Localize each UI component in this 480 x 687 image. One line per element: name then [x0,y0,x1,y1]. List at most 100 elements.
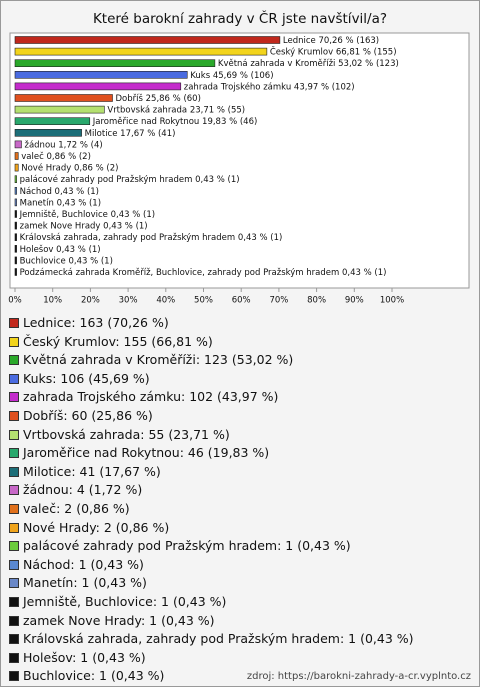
bar-category: Jaroměřice nad Rokytnou [92,117,200,127]
legend-item: Náchod: 1 (0,43 %) [9,556,449,575]
legend-item: Květná zahrada v Kroměříži: 123 (53,02 %… [9,351,449,370]
bar [14,71,188,79]
legend-swatch [9,615,19,626]
value-label: 19,83 % (46) [202,117,257,127]
bar [14,268,17,276]
legend-label: valeč: 2 (0,86 %) [23,500,130,516]
legend-swatch [9,355,19,366]
bar-category: Buchlovice [20,256,66,266]
bar [14,129,82,137]
bar-label: Milotice 17,67 % (41) [85,128,176,138]
bar-category: Holešov [20,243,54,254]
legend-label: Holešov: 1 (0,43 %) [23,649,146,665]
x-tick-label: 0% [8,296,22,306]
legend-swatch [9,485,19,496]
bar-category: Jemniště, Buchlovice [19,209,108,220]
legend-label: zamek Nove Hrady: 1 (0,43 %) [23,612,215,628]
legend-item: zamek Nove Hrady: 1 (0,43 %) [9,612,449,631]
bar-label: Podzámecká zahrada Kroměříž, Buchlovice,… [20,268,387,278]
legend-swatch [9,634,19,645]
legend-label: Jaroměřice nad Rokytnou: 46 (19,83 %) [23,445,270,461]
bar-category: Královská zahrada, zahrady pod Pražským … [20,233,236,243]
value-label: 70,26 % (163) [318,36,379,46]
legend-item: žádnou: 4 (1,72 %) [9,481,449,500]
legend-item: Holešov: 1 (0,43 %) [9,649,449,668]
bar-label: Manetín 0,43 % (1) [20,198,101,208]
bar-category: Nové Hrady [21,162,71,173]
bar-label: Jaroměřice nad Rokytnou 19,83 % (46) [92,117,258,127]
x-tick-label: 100% [380,296,404,306]
legend-item: Vrtbovská zahrada: 55 (23,71 %) [9,426,449,445]
bar-label: Lednice 70,26 % (163) [283,36,379,46]
x-tick-label: 80% [307,296,326,306]
legend-label: žádnou: 4 (1,72 %) [23,482,143,498]
value-label: 0,86 % (2) [46,152,90,162]
bar-category: valeč [21,151,44,162]
bar-label: Buchlovice 0,43 % (1) [20,256,113,266]
legend-item: palácové zahrady pod Pražským hradem: 1 … [9,537,449,556]
legend-label: Lednice: 163 (70,26 %) [23,315,169,330]
bar-category: Dobříš [115,93,143,104]
value-label: 0,43 % (1) [195,175,239,185]
bar [14,140,22,149]
bar-label: Dobříš 25,86 % (60) [115,93,200,104]
legend-label: Milotice: 41 (17,67 %) [23,463,161,479]
value-label: 0,43 % (1) [111,210,155,220]
bar-category: Manetín [20,198,54,208]
value-label: 0,86 % (2) [74,163,118,173]
legend-label: Český Krumlov: 155 (66,81 %) [23,333,213,349]
legend-item: Kuks: 106 (45,69 %) [9,370,449,389]
legend-swatch [9,466,19,477]
legend-swatch [9,448,19,459]
legend-item: Nové Hrady: 2 (0,86 %) [9,519,449,538]
bar-category: Lednice [283,36,316,46]
legend-label: Kuks: 106 (45,69 %) [23,370,150,386]
legend-item: zahrada Trojského zámku: 102 (43,97 %) [9,388,449,407]
legend-label: Buchlovice: 1 (0,43 %) [23,668,165,684]
bar [14,105,105,114]
legend-swatch [9,318,19,328]
bar [14,117,91,125]
legend-swatch [9,596,19,607]
chart-title: Které barokní zahrady v ČR jste navštívi… [93,9,387,27]
bar-label: palácové zahrady pod Pražským hradem 0,4… [20,174,240,185]
legend-swatch [9,559,19,570]
legend-item: Český Krumlov: 155 (66,81 %) [9,333,449,352]
bar-category: zamek Nove Hrady [20,221,101,231]
bar [14,47,268,56]
legend-item: Královská zahrada, zahrady pod Pražským … [9,630,449,649]
legend-label: Jemniště, Buchlovice: 1 (0,43 %) [23,593,227,609]
x-tick-label: 60% [232,296,251,306]
bar [14,256,17,265]
bar [14,198,17,207]
value-label: 1,72 % (4) [58,140,102,150]
value-label: 0,43 % (1) [103,221,147,231]
source: zdroj: https://barokni-zahrady-a-cr.vypl… [246,671,471,682]
legend-swatch [9,578,19,589]
value-label: 45,69 % (106) [213,70,274,80]
bar-category: Podzámecká zahrada Kroměříž, Buchlovice,… [20,268,340,278]
bar-label: zamek Nove Hrady 0,43 % (1) [20,221,148,231]
value-label: 0,43 % (1) [55,186,99,196]
value-label: 25,86 % (60) [146,94,201,104]
legend-label: palácové zahrady pod Pražským hradem: 1 … [23,538,351,554]
legend-item: valeč: 2 (0,86 %) [9,500,449,519]
bar [14,152,19,160]
legend-item: Lednice: 163 (70,26 %) [9,314,449,333]
bar-category: Květná zahrada v Kroměříži [218,59,336,69]
bar [14,233,17,241]
bar-category: palácové zahrady pod Pražským hradem [20,174,193,185]
bar-category: Milotice [85,128,118,138]
bar-label: Kuks 45,69 % (106) [190,70,273,80]
legend-swatch [9,503,19,514]
bar-label: Vrtbovská zahrada 23,71 % (55) [107,105,245,115]
bar [14,187,17,195]
bar [14,175,17,183]
legend-label: Vrtbovská zahrada: 55 (23,71 %) [23,426,230,442]
bar [14,210,17,218]
legend-label: Dobříš: 60 (25,86 %) [23,407,153,423]
bar-label: Královská zahrada, zahrady pod Pražským … [20,233,283,243]
legend-swatch [9,336,19,347]
value-label: 53,02 % (123) [338,59,399,69]
